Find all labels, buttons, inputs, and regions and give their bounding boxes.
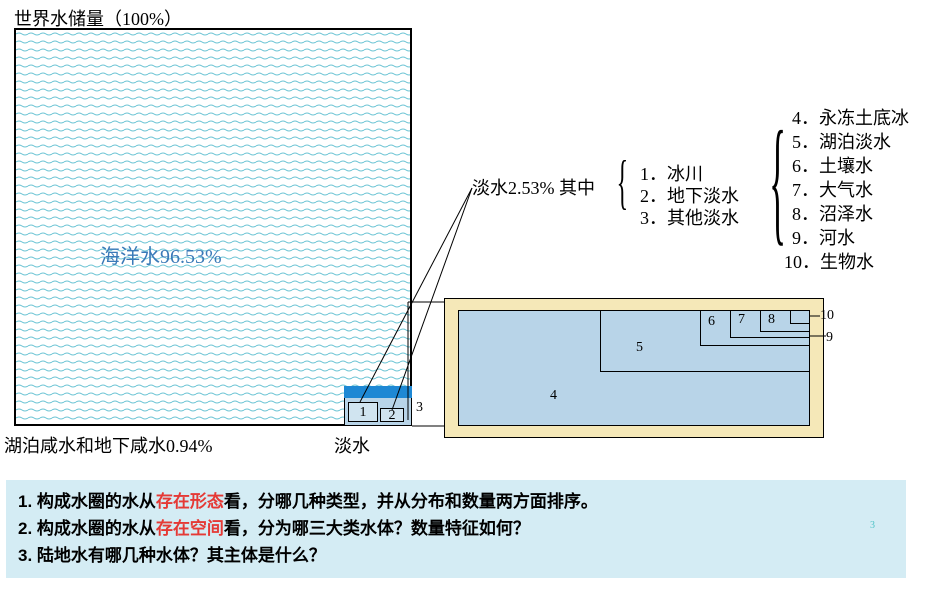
list2-item-7: 7．大气水 [792, 176, 873, 202]
question-2: 2. 构成水圈的水从存在空间看，分为哪三大类水体？数量特征如何？ [18, 515, 894, 542]
nested-label-7: 7 [738, 312, 745, 328]
list2-item-6: 6．土壤水 [792, 152, 873, 178]
list2-item-9: 9．河水 [792, 224, 855, 250]
nested-label-6: 6 [708, 314, 715, 330]
nested-label-5: 5 [636, 340, 643, 356]
question-1: 1. 构成水圈的水从存在形态看，分哪几种类型，并从分布和数量两方面排序。 [18, 488, 894, 515]
freshwater-sub-1: 1 [348, 402, 378, 422]
questions-panel: 1. 构成水圈的水从存在形态看，分哪几种类型，并从分布和数量两方面排序。 2. … [6, 480, 906, 578]
freshwater-label: 淡水 [334, 432, 370, 458]
list2-item-10: 10．生物水 [784, 248, 874, 274]
list2-item-8: 8．沼泽水 [792, 200, 873, 226]
nested-label-10: 10 [820, 308, 834, 324]
brace-1: { [617, 148, 629, 217]
brace-2: { [769, 100, 786, 261]
list1-item-3: 3．其他淡水 [640, 204, 739, 230]
page-number: 3 [870, 520, 875, 531]
freshwater-num-3: 3 [416, 400, 423, 416]
freshwater-percent-label: 淡水2.53% 其中 [472, 174, 595, 200]
nested-label-8: 8 [768, 312, 775, 328]
list2-item-5: 5．湖泊淡水 [792, 128, 891, 154]
ocean-water-label: 海洋水96.53% [100, 240, 222, 269]
list2-item-4: 4．永冻土底冰 [792, 104, 909, 130]
nested-label-9: 9 [826, 330, 833, 346]
nested-label-4: 4 [550, 388, 557, 404]
freshwater-sub-2: 2 [380, 408, 404, 422]
question-3: 3. 陆地水有哪几种水体？其主体是什么？ [18, 542, 894, 569]
main-water-box [14, 28, 412, 426]
freshwater-top-bar [344, 386, 412, 398]
saline-water-label: 湖泊咸水和地下咸水0.94% [4, 432, 213, 458]
nested-box-10 [790, 310, 810, 324]
